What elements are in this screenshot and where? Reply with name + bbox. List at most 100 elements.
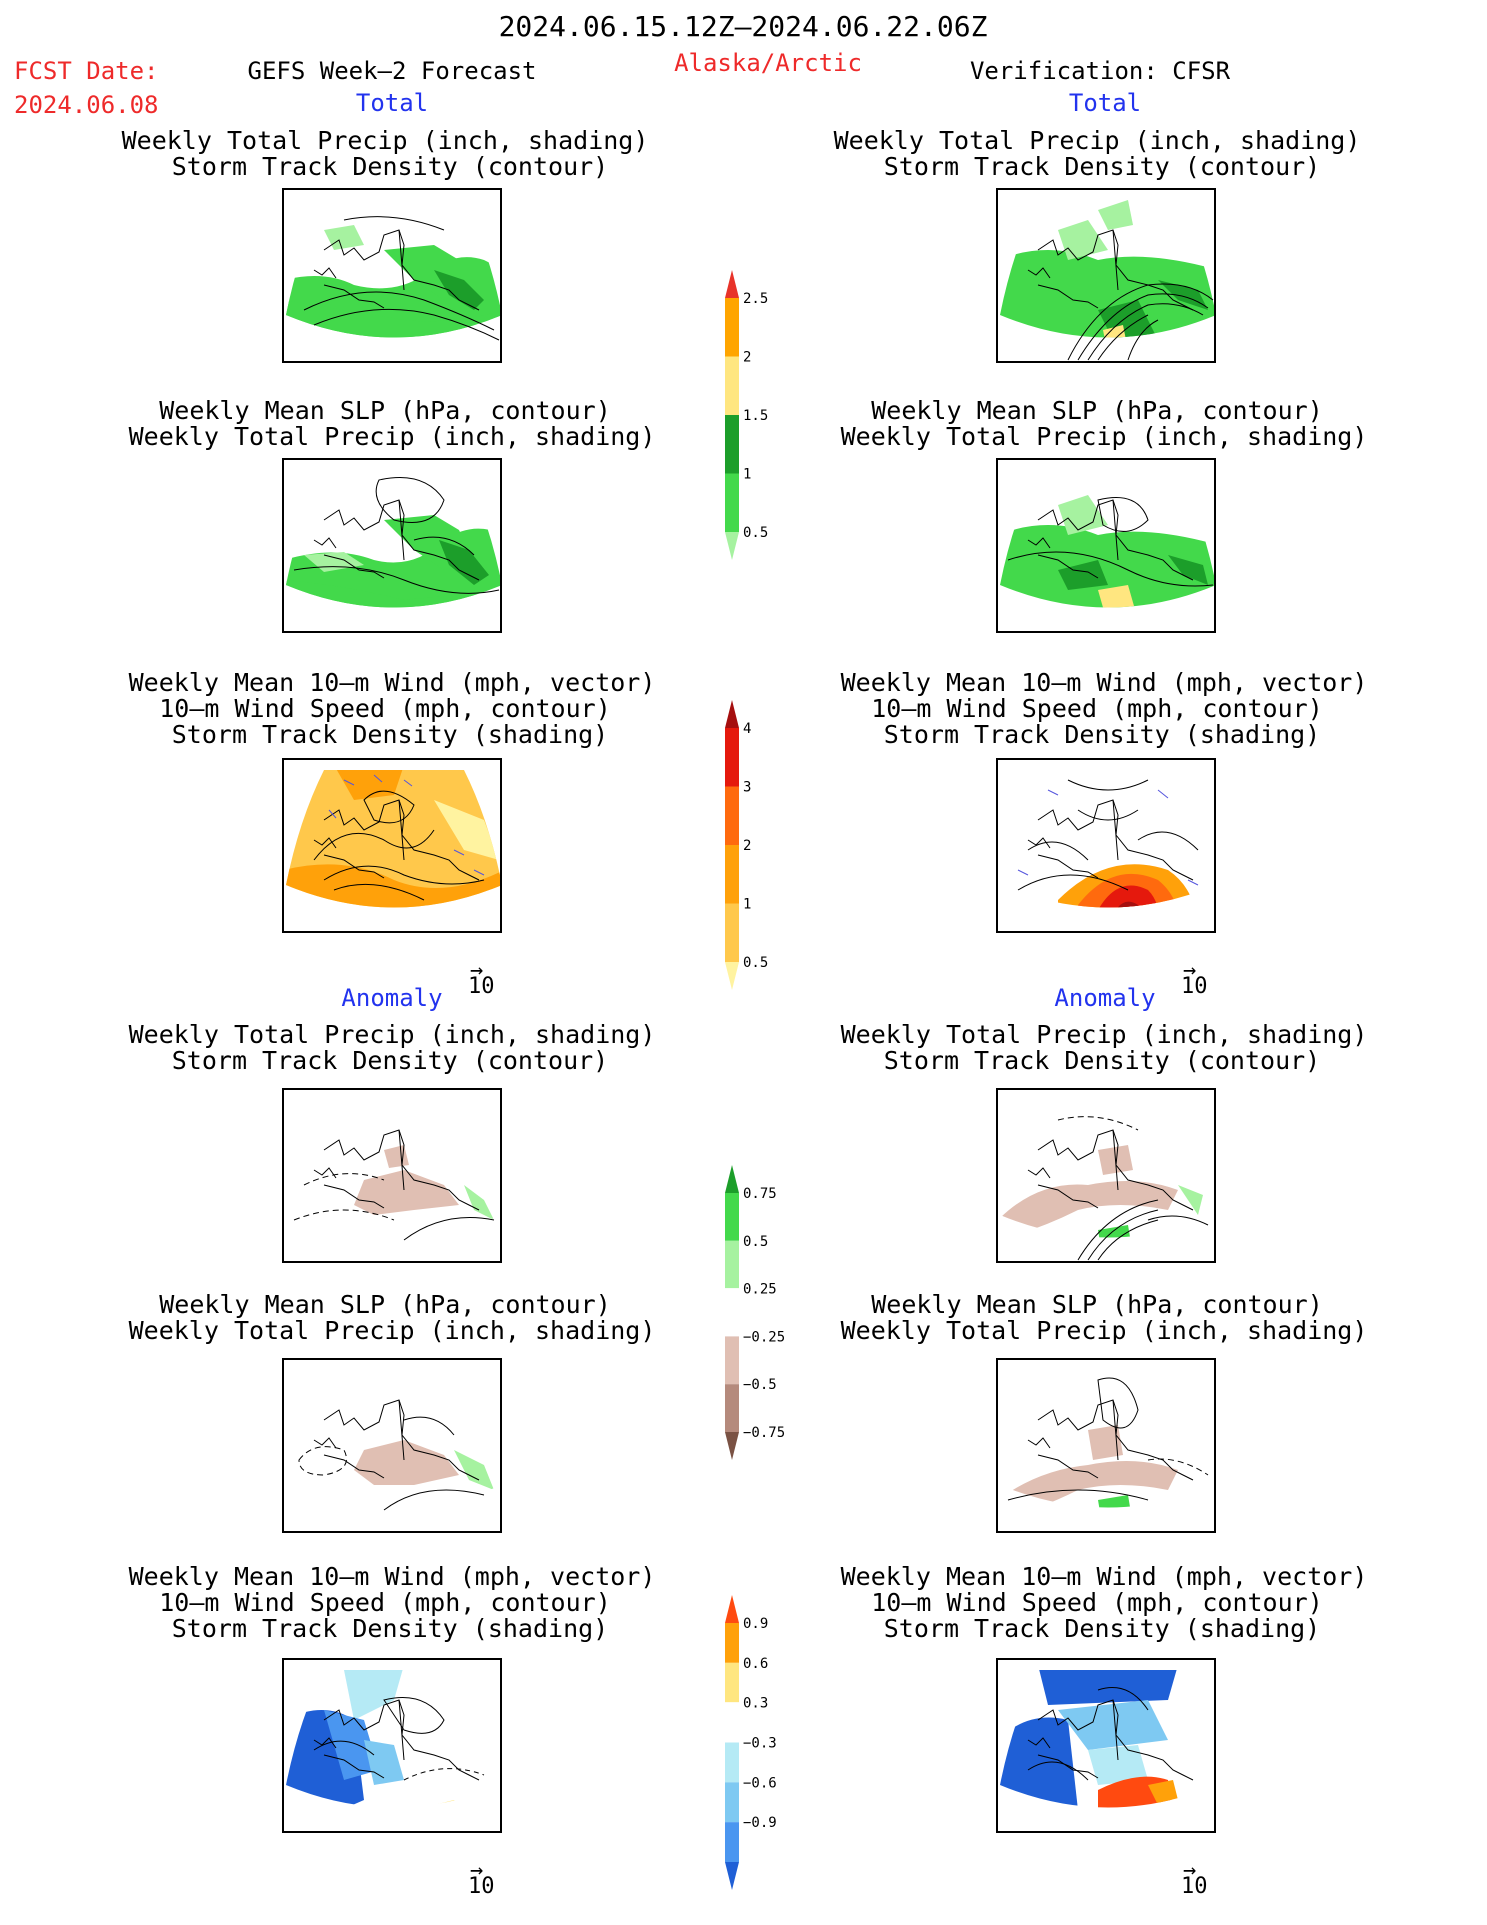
l6-vector-ref-label: 10: [468, 1874, 495, 1899]
colorbar-precip_total-label-2: 1.5: [743, 408, 768, 424]
colorbar-track_total-swatch-5: [725, 962, 739, 990]
r6-vector-ref-label: 10: [1181, 1874, 1208, 1899]
colorbar-track_anom-swatch-3: [724, 1702, 740, 1743]
colorbar-track_anom-label-4: −0.6: [743, 1775, 777, 1791]
l6-title-line1: Weekly Mean 10–m Wind (mph, vector): [128, 1562, 656, 1591]
colorbar-track_anom-swatch-7: [725, 1862, 739, 1890]
colorbar-precip_total-label-0: 2.5: [743, 291, 768, 307]
r2-title-line2: Weekly Total Precip (inch, shading): [840, 422, 1368, 451]
l1-title-line1: Weekly Total Precip (inch, shading): [121, 126, 649, 155]
colorbar-precip_anom-label-1: 0.5: [743, 1234, 768, 1250]
colorbar-track-anom: 0.9 0.6 0.3 −0.3 −0.6 −0.9: [724, 1595, 777, 1890]
r3-title-line1: Weekly Mean 10–m Wind (mph, vector): [840, 668, 1368, 697]
colorbar-precip_anom-swatch-1: [725, 1193, 739, 1241]
l6-vector-ref-arrow: →: [470, 1858, 484, 1883]
colorbar-precip-anom: 0.75 0.5 0.25 −0.25 −0.5 −0.75: [724, 1165, 785, 1460]
map-forecast-anom-slp-precip: [282, 1358, 502, 1533]
colorbar-track_anom-swatch-0: [725, 1595, 739, 1623]
r6-title-line1: Weekly Mean 10–m Wind (mph, vector): [840, 1562, 1368, 1591]
colorbar-precip_total-swatch-0: [725, 270, 739, 298]
l2-title-line1: Weekly Mean SLP (hPa, contour): [159, 396, 611, 425]
colorbar-precip_anom-label-2: 0.25: [743, 1282, 777, 1298]
colorbar-precip_anom-label-4: −0.5: [743, 1377, 777, 1393]
fcst-date-value: 2024.06.08: [14, 91, 159, 119]
map-verification-total-precip-track: [996, 188, 1216, 363]
colorbar-precip_anom-swatch-0: [725, 1165, 739, 1193]
left-total-label: Total: [355, 89, 429, 117]
r3-title-line2: 10–m Wind Speed (mph, contour): [871, 694, 1323, 723]
colorbar-track_anom-label-2: 0.3: [743, 1696, 768, 1712]
verification-title: Verification: CFSR: [969, 57, 1231, 85]
colorbar-precip_total-swatch-2: [725, 356, 739, 415]
r4-title-line1: Weekly Total Precip (inch, shading): [840, 1020, 1368, 1049]
r6-title-line2: 10–m Wind Speed (mph, contour): [871, 1588, 1323, 1617]
colorbar-precip_total-label-4: 0.5: [743, 525, 768, 541]
colorbar-track_total-label-2: 2: [743, 838, 751, 854]
colorbar-precip-total: 2.521.510.50.25: [725, 270, 768, 560]
r3-title-line3: Storm Track Density (shading): [883, 720, 1321, 749]
l3-title-line3: Storm Track Density (shading): [171, 720, 609, 749]
r3-vector-ref-arrow: →: [1183, 958, 1197, 983]
colorbar-precip_total-swatch-3: [725, 415, 739, 474]
l4-title-line1: Weekly Total Precip (inch, shading): [128, 1020, 656, 1049]
l4-title-line2: Storm Track Density (contour): [171, 1046, 609, 1075]
right-anomaly-label: Anomaly: [1054, 984, 1156, 1012]
map-forecast-total-wind-track: [282, 758, 502, 933]
l5-title-line1: Weekly Mean SLP (hPa, contour): [159, 1290, 611, 1319]
colorbar-track_total-label-1: 3: [743, 780, 751, 796]
colorbar-track_anom-swatch-6: [725, 1822, 739, 1862]
map-verification-anom-precip-track: [996, 1088, 1216, 1263]
l3-title-line2: 10–m Wind Speed (mph, contour): [159, 694, 611, 723]
date-range-title: 2024.06.15.12Z–2024.06.22.06Z: [498, 10, 988, 43]
l2-title-line2: Weekly Total Precip (inch, shading): [128, 422, 656, 451]
colorbar-precip_anom-swatch-4: [725, 1336, 739, 1385]
r6-vector-ref-arrow: →: [1183, 1858, 1197, 1883]
map-verification-anom-wind-track: [996, 1658, 1216, 1833]
colorbar-precip_total-label-1: 2: [743, 350, 751, 366]
colorbar-track_anom-label-5: −0.9: [743, 1815, 777, 1831]
colorbar-precip_total-swatch-1: [725, 298, 739, 357]
colorbar-track_anom-swatch-4: [725, 1742, 739, 1783]
colorbar-precip_anom-label-3: −0.25: [743, 1329, 785, 1345]
colorbar-precip_anom-swatch-5: [725, 1384, 739, 1432]
left-anomaly-label: Anomaly: [341, 984, 443, 1012]
l3-title-line1: Weekly Mean 10–m Wind (mph, vector): [128, 668, 656, 697]
colorbar-precip_total-swatch-4: [725, 473, 739, 532]
r5-title-line2: Weekly Total Precip (inch, shading): [840, 1316, 1368, 1345]
r4-title-line2: Storm Track Density (contour): [883, 1046, 1321, 1075]
colorbar-track_anom-label-1: 0.6: [743, 1656, 768, 1672]
r3-vector-ref-label: 10: [1181, 974, 1208, 999]
region-title: Alaska/Arctic: [674, 49, 862, 77]
map-forecast-anom-wind-track: [282, 1658, 502, 1833]
l1-title-line2: Storm Track Density (contour): [171, 152, 609, 181]
colorbar-track_anom-label-3: −0.3: [743, 1736, 777, 1752]
colorbar-precip_anom-swatch-2: [725, 1240, 739, 1289]
map-verification-total-slp-precip: [996, 458, 1216, 633]
colorbar-precip_anom-swatch-3: [724, 1288, 740, 1337]
colorbar-track_total-swatch-2: [725, 786, 739, 845]
colorbar-track_total-label-0: 4: [743, 721, 751, 737]
l6-title-line3: Storm Track Density (shading): [171, 1614, 609, 1643]
r6-title-line3: Storm Track Density (shading): [883, 1614, 1321, 1643]
l3-vector-ref-label: 10: [468, 974, 495, 999]
colorbar-track_total-label-4: 0.5: [743, 955, 768, 971]
colorbar-track_total-swatch-3: [725, 845, 739, 904]
colorbar-precip_anom-swatch-6: [725, 1432, 739, 1460]
forecast-title: GEFS Week–2 Forecast: [247, 57, 537, 85]
colorbar-track_total-label-3: 1: [743, 897, 751, 913]
colorbar-track_anom-swatch-1: [725, 1623, 739, 1663]
l3-vector-ref-arrow: →: [470, 958, 484, 983]
fcst-date-label: FCST Date:: [14, 57, 159, 85]
colorbar-precip_total-swatch-5: [725, 532, 739, 560]
map-forecast-total-slp-precip: [282, 458, 502, 633]
colorbar-track_anom-swatch-5: [725, 1782, 739, 1823]
colorbar-track_total-swatch-4: [725, 903, 739, 962]
r1-title-line1: Weekly Total Precip (inch, shading): [833, 126, 1361, 155]
colorbar-track_total-swatch-1: [725, 728, 739, 787]
right-total-label: Total: [1068, 89, 1142, 117]
map-verification-total-wind-track: [996, 758, 1216, 933]
r1-title-line2: Storm Track Density (contour): [883, 152, 1321, 181]
colorbar-precip_anom-label-5: −0.75: [743, 1425, 785, 1441]
map-forecast-total-precip-track: [282, 188, 502, 363]
